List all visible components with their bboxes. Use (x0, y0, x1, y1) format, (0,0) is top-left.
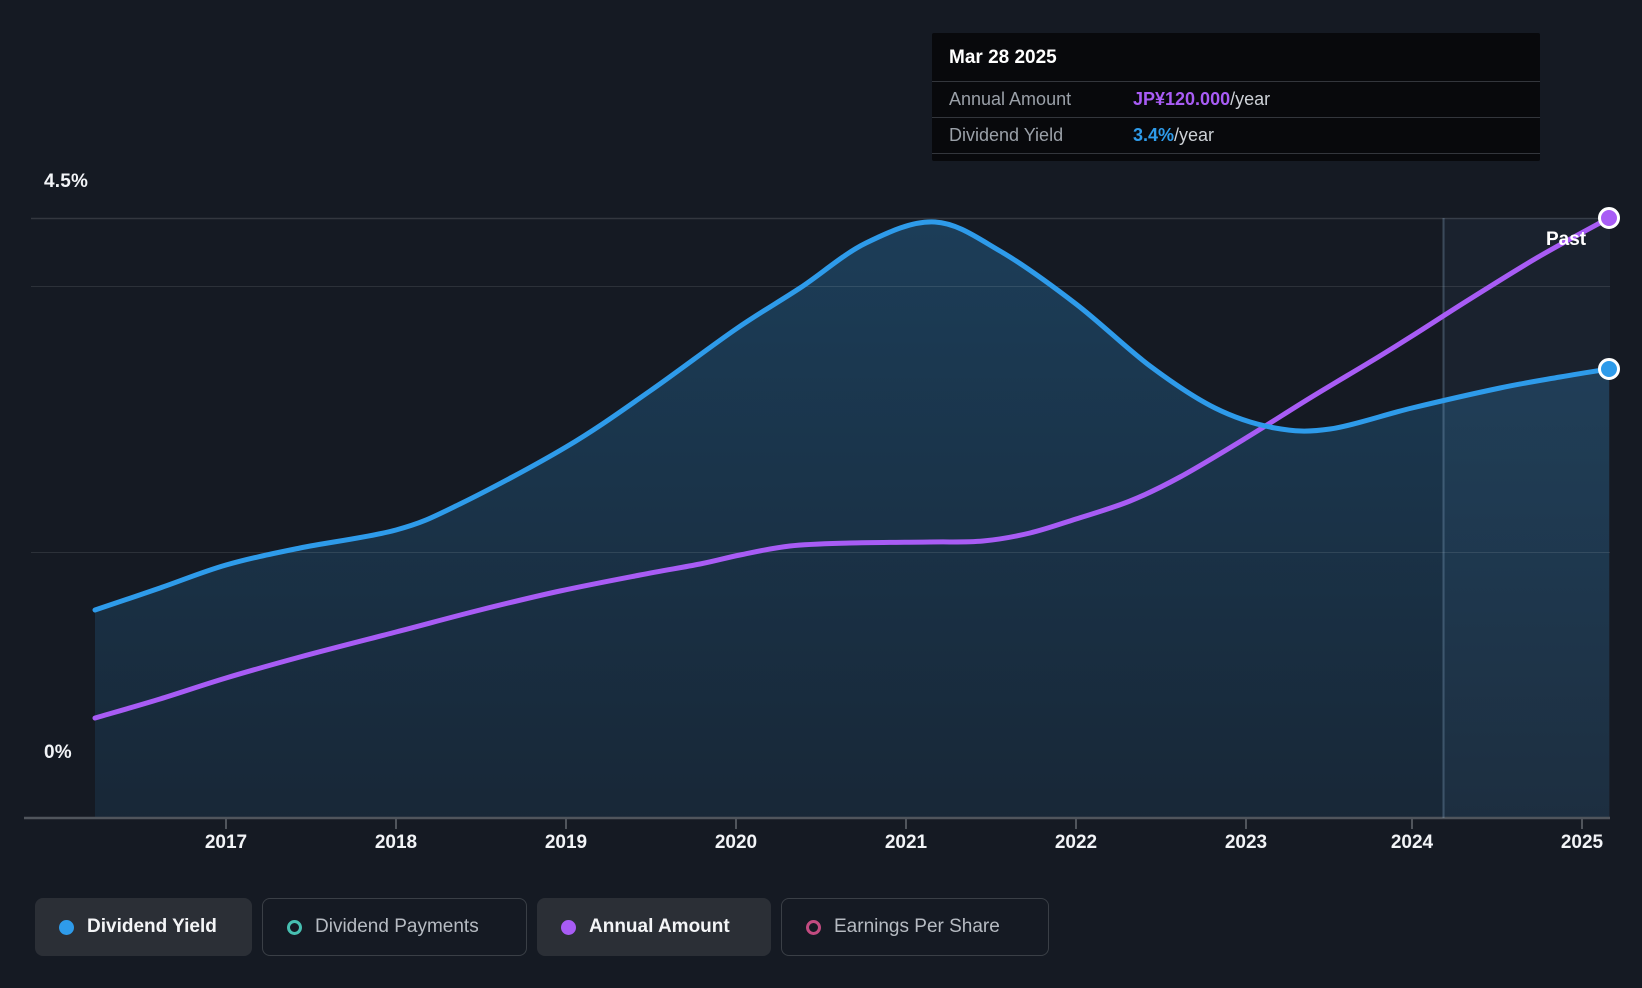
tooltip-date: Mar 28 2025 (932, 33, 1540, 82)
x-axis-label-2025: 2025 (1560, 832, 1604, 853)
earnings-per-share-ring-icon (806, 919, 821, 935)
legend-label: Earnings Per Share (834, 916, 1000, 937)
tooltip-value: JP¥120.000 (1133, 89, 1231, 109)
x-axis-label-2021: 2021 (884, 832, 928, 853)
legend-label: Dividend Yield (87, 916, 217, 937)
past-region-label: Past (1546, 229, 1587, 250)
chart-legend: Dividend Yield Dividend Payments Annual … (35, 898, 1049, 956)
legend-toggle-annual-amount[interactable]: Annual Amount (537, 898, 771, 956)
dividend-yield-area-fill (95, 221, 1609, 818)
tooltip-label: Annual Amount (949, 89, 1072, 109)
tooltip-row-dividend-yield: Dividend Yield 3.4% /year (932, 118, 1540, 154)
x-axis-label-2020: 2020 (714, 832, 758, 853)
legend-label: Annual Amount (589, 916, 730, 937)
x-axis-label-2018: 2018 (374, 832, 418, 853)
x-axis-label-2023: 2023 (1224, 832, 1268, 853)
hover-band (1444, 218, 1610, 818)
x-axis-label-2019: 2019 (544, 832, 588, 853)
annual-amount-marker (1598, 207, 1620, 229)
dividend-payments-ring-icon (287, 919, 302, 935)
annual-amount-dot-icon (561, 919, 576, 935)
tooltip-suffix: /year (1230, 89, 1271, 109)
x-axis-label-2022: 2022 (1054, 832, 1098, 853)
y-axis-label-bottom: 0% (44, 742, 72, 763)
legend-toggle-dividend-yield[interactable]: Dividend Yield (35, 898, 252, 956)
legend-toggle-dividend-payments[interactable]: Dividend Payments (262, 898, 527, 956)
tooltip-suffix: /year (1174, 125, 1215, 145)
dividend-yield-dot-icon (59, 919, 74, 935)
tooltip-row-annual-amount: Annual Amount JP¥120.000 /year (932, 82, 1540, 118)
tooltip-value: 3.4% (1133, 125, 1175, 145)
y-axis-label-top: 4.5% (44, 171, 89, 192)
tooltip-label: Dividend Yield (949, 125, 1064, 145)
legend-label: Dividend Payments (315, 916, 479, 937)
dividend-yield-line (92, 219, 1612, 613)
x-axis-label-2024: 2024 (1390, 832, 1434, 853)
annual-amount-line (92, 215, 1612, 721)
dividend-yield-marker (1598, 358, 1620, 380)
x-axis-label-2017: 2017 (204, 832, 248, 853)
chart-tooltip: Mar 28 2025 Annual Amount JP¥120.000 /ye… (932, 33, 1540, 161)
legend-toggle-earnings-per-share[interactable]: Earnings Per Share (781, 898, 1049, 956)
